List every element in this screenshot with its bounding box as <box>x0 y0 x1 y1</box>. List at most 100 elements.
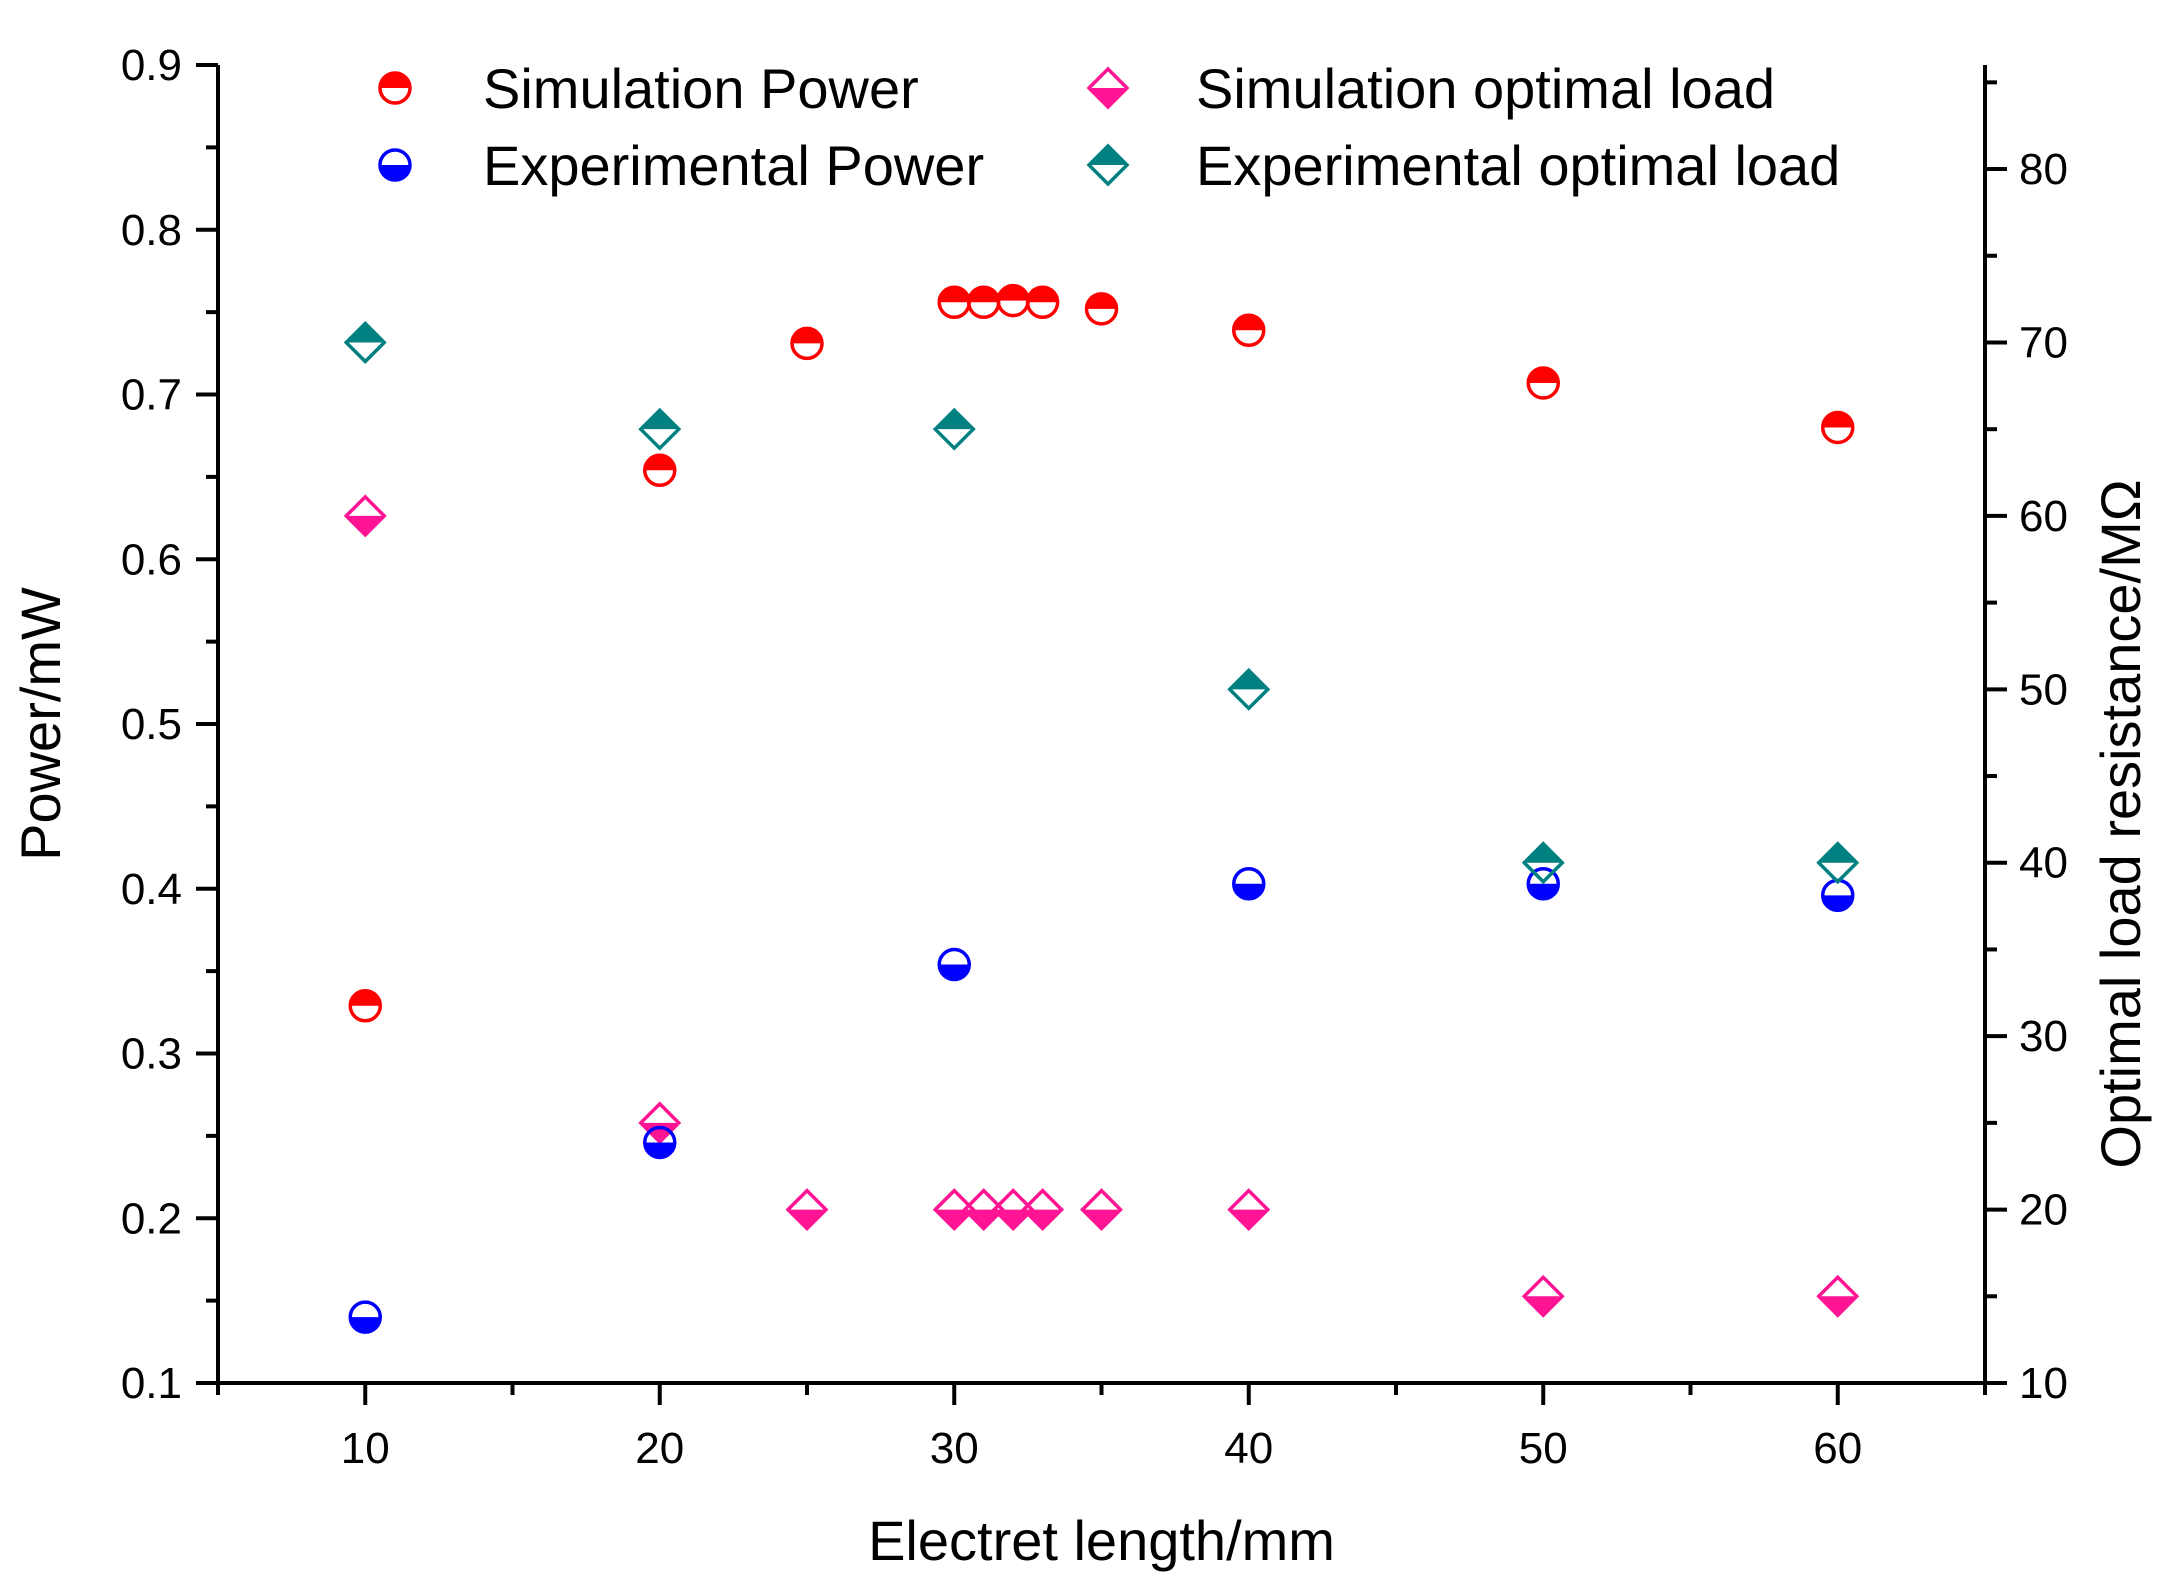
y2-tick-label: 30 <box>2019 1012 2068 1061</box>
data-point <box>1816 841 1860 885</box>
legend-marker <box>1086 66 1130 110</box>
data-point <box>638 1101 682 1145</box>
marker-fill <box>1082 1209 1121 1229</box>
data-point <box>785 1188 829 1232</box>
y-tick-label: 0.5 <box>121 700 182 749</box>
data-point <box>348 1300 382 1334</box>
marker-fill <box>788 1209 826 1229</box>
legend-label: Experimental optimal load <box>1196 134 1840 197</box>
marker-outline <box>1821 410 1855 445</box>
x-tick-label: 60 <box>1813 1424 1862 1473</box>
legend-label: Simulation optimal load <box>1196 57 1775 120</box>
data-point <box>1227 1188 1271 1232</box>
y-tick-label: 0.6 <box>121 535 182 584</box>
y-tick-label: 0.8 <box>121 206 182 255</box>
series-experimental-power <box>348 867 1855 1334</box>
marker-outline <box>1086 66 1130 110</box>
y2-tick-label: 40 <box>2019 839 2068 888</box>
data-point <box>638 407 682 451</box>
y2-tick-label: 80 <box>2019 145 2068 194</box>
x-tick-label: 20 <box>635 1424 684 1473</box>
marker-outline <box>937 947 971 982</box>
legend-item: Experimental Power <box>378 134 984 197</box>
data-point <box>1232 867 1266 901</box>
data-point <box>343 320 387 364</box>
y-tick-label: 0.7 <box>121 371 182 420</box>
marker-outline <box>932 407 976 451</box>
marker-outline <box>1084 292 1119 326</box>
marker-fill <box>1524 843 1563 863</box>
marker-fill <box>994 1209 1033 1229</box>
y2-axis-title: Optimal load resistance/MΩ <box>2089 479 2152 1168</box>
marker-outline <box>790 326 824 361</box>
legend-item: Experimental optimal load <box>1086 134 1840 197</box>
data-point <box>1227 667 1271 711</box>
series-simulation-power <box>348 283 1855 1023</box>
marker-outline <box>1526 366 1560 400</box>
y-tick-label: 0.1 <box>121 1359 182 1408</box>
marker-fill <box>640 1122 679 1142</box>
marker-outline <box>1080 1188 1123 1232</box>
data-point <box>1025 285 1060 319</box>
marker-fill <box>1089 88 1127 107</box>
marker-outline <box>348 1300 382 1334</box>
data-point <box>790 326 824 361</box>
marker-fill <box>935 410 974 430</box>
legend-marker <box>378 71 412 105</box>
marker-outline <box>1232 867 1266 901</box>
marker-fill <box>1229 1209 1268 1229</box>
marker-outline <box>1816 1274 1860 1318</box>
marker-outline <box>1816 841 1860 885</box>
data-point <box>1526 867 1560 901</box>
legend-marker <box>378 148 412 182</box>
axes: 10 20 30 40 50 60 0.1 0.2 0.3 0.4 0.5 0.6 0.7 0.8 0.9 1… <box>9 41 2152 1572</box>
marker-outline <box>1086 143 1130 187</box>
series-simulation-optimal-load <box>343 494 1860 1318</box>
marker-outline <box>1025 285 1060 319</box>
data-point <box>966 285 1001 319</box>
y2-tick-label: 50 <box>2019 665 2068 714</box>
legend-item: Simulation Power <box>378 57 919 120</box>
data-point <box>1232 313 1266 347</box>
y-tick-label: 0.2 <box>121 1194 182 1243</box>
data-point <box>932 407 976 451</box>
marker-fill <box>1524 1296 1563 1316</box>
marker-fill <box>346 323 385 343</box>
data-point <box>937 947 971 982</box>
marker-outline <box>1227 1188 1271 1232</box>
marker-outline <box>378 148 412 182</box>
marker-outline <box>1521 841 1565 885</box>
marker-outline <box>785 1188 829 1232</box>
y2-tick-label: 20 <box>2019 1186 2068 1235</box>
y2-tick-label: 10 <box>2019 1359 2068 1408</box>
marker-fill <box>1818 843 1857 863</box>
data-point <box>643 453 677 488</box>
data-point <box>1526 366 1560 400</box>
y-axis-title: Power/mW <box>9 587 72 861</box>
series-experimental-optimal-load <box>343 320 1860 885</box>
x-tick-label: 40 <box>1224 1424 1273 1473</box>
marker-fill <box>1023 1209 1062 1229</box>
marker-fill <box>640 410 679 430</box>
marker-outline <box>1521 1274 1565 1318</box>
data-point <box>937 285 971 319</box>
marker-outline <box>378 71 412 105</box>
data-point <box>1021 1188 1065 1232</box>
x-axis-title: Electret length/mm <box>868 1509 1335 1572</box>
y-tick-label: 0.9 <box>121 41 182 90</box>
data-point <box>1080 1188 1123 1232</box>
marker-fill <box>1229 670 1268 690</box>
data-point <box>643 1125 677 1160</box>
data-point <box>1816 1274 1860 1318</box>
marker-outline <box>343 320 387 364</box>
legend: Simulation Power Simulation optimal load E… <box>378 57 1840 197</box>
y2-tick-label: 60 <box>2019 492 2068 541</box>
legend-marker <box>1086 143 1130 187</box>
marker-outline <box>643 453 677 488</box>
data-point <box>1084 292 1119 326</box>
data-point <box>1521 1274 1565 1318</box>
data-point <box>1521 841 1565 885</box>
data-point <box>1821 410 1855 445</box>
marker-outline <box>1227 667 1271 711</box>
data-point <box>996 283 1030 318</box>
